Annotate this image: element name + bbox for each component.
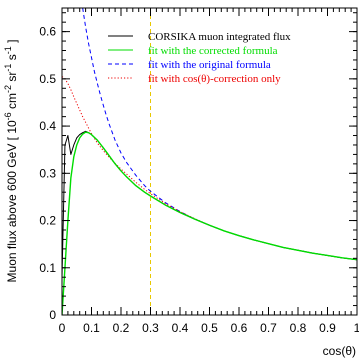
x-tick-label: 0.5 [201,321,218,335]
y-tick-label: 0.1 [39,261,56,275]
x-tick-label: 0.3 [142,321,159,335]
y-tick-label: 0 [49,308,56,322]
series-line-1 [62,131,357,315]
series-line-0 [62,130,357,278]
y-tick-label: 0.5 [39,72,56,86]
x-tick-label: 0 [59,321,66,335]
x-tick-label: 0.9 [319,321,336,335]
x-tick-label: 0.1 [83,321,100,335]
legend-label: fit with cos(θ)-correction only [148,73,281,85]
y-tick-label: 0.2 [39,214,56,228]
y-tick-label: 0.4 [39,119,56,133]
legend-label: fit with the original formula [148,59,271,71]
x-tick-label: 0.2 [113,321,130,335]
series-line-3 [62,76,357,261]
x-tick-label: 0.4 [172,321,189,335]
y-tick-label: 0.6 [39,25,56,39]
legend-label: fit with the corrected formula [148,45,278,57]
x-tick-label: 0.8 [290,321,307,335]
x-axis-title: cos(θ) [323,344,356,358]
x-tick-label: 0.6 [231,321,248,335]
legend-label: CORSIKA muon integrated flux [148,31,291,43]
x-tick-label: 1 [354,321,359,335]
legend: CORSIKA muon integrated flux fit with the… [108,31,291,85]
y-axis-title: Muon flux above 600 GeV [ 10-6 cm-2 sr-1… [3,40,19,283]
x-tick-label: 0.7 [260,321,277,335]
y-tick-label: 0.3 [39,166,56,180]
